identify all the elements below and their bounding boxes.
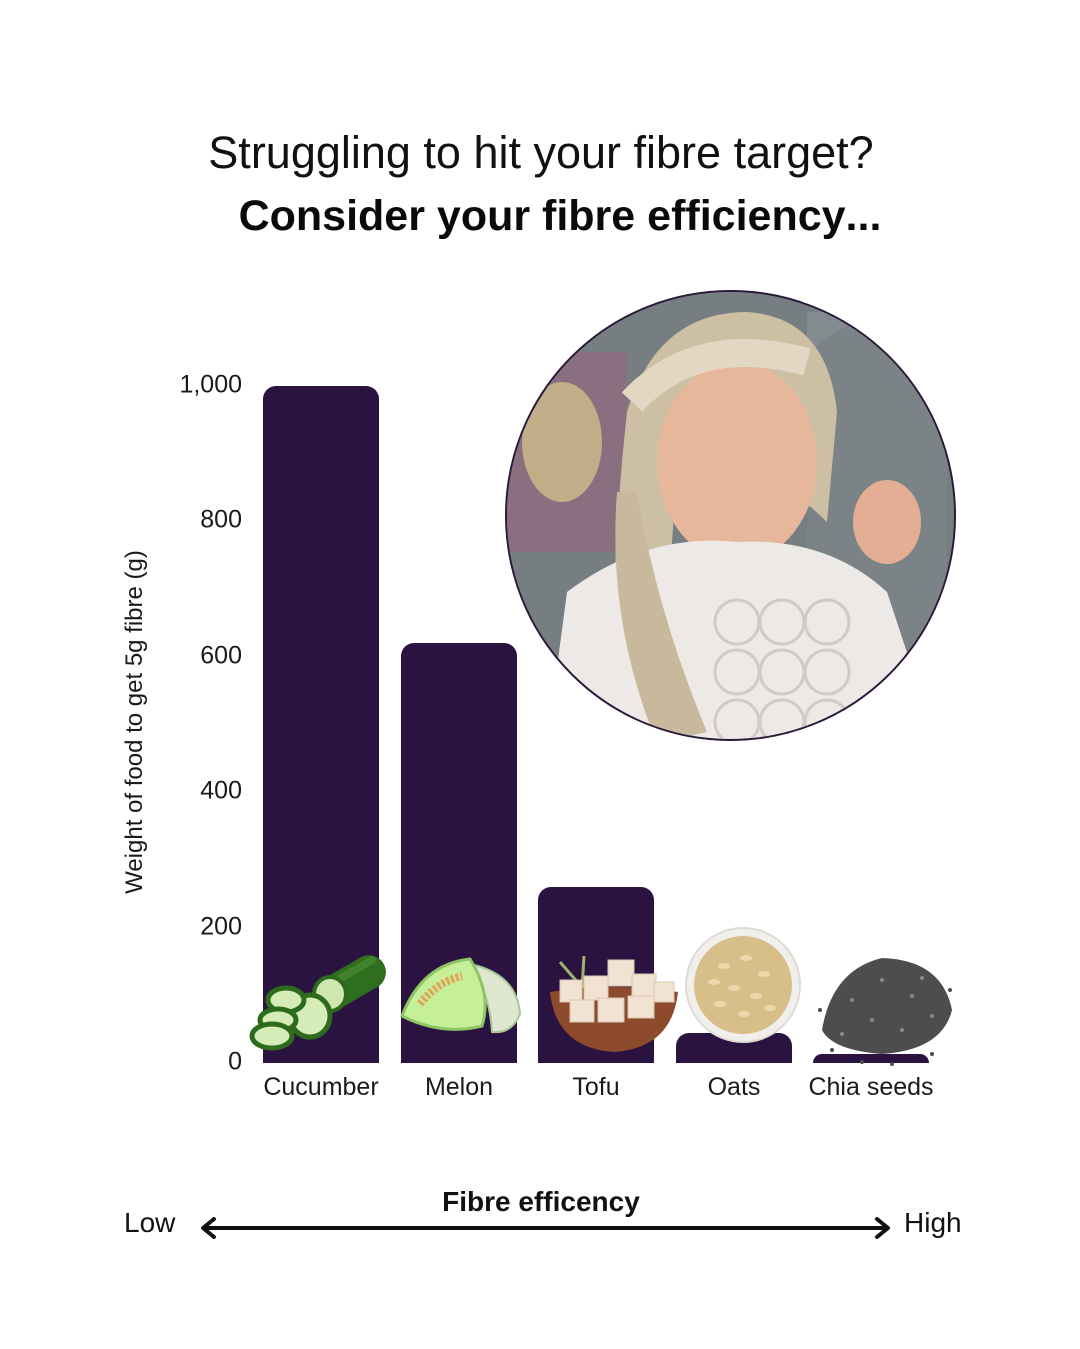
headline-subtitle: Consider your fibre efficiency... [0,192,1080,251]
highlighted-word: efficiency [647,192,850,251]
x-category-label: Melon [424,1073,494,1101]
headline-line2: Consider your fibre efficiency... [238,192,882,251]
y-tick-label: 800 [200,505,242,534]
x-category-label: Oats [707,1073,761,1101]
efficiency-low-label: Low [124,1207,176,1238]
y-tick-label: 200 [200,912,242,941]
bar-cucumber [263,386,379,1063]
person-photo-icon [507,292,954,739]
x-category-label: Tofu [572,1073,620,1101]
efficiency-high-label: High [904,1207,962,1238]
headline-line2-prefix: Consider your fibre [238,192,648,240]
x-category-label: Cucumber [263,1073,379,1101]
double-arrow-icon [201,1217,890,1239]
presenter-photo [505,290,956,741]
chia-seeds-icon [818,958,952,1066]
y-tick-label: 0 [228,1047,242,1076]
bar-chia-seeds [813,1053,929,1063]
y-tick-label: 400 [200,776,242,805]
efficiency-axis-title: Fibre efficency [0,1186,1080,1218]
y-tick-label: 1,000 [179,370,242,399]
y-axis-label: Weight of food to get 5g fibre (g) [121,550,148,894]
cucumber-icon [249,955,386,1051]
y-tick-label: 600 [200,641,242,670]
melon-icon [400,957,522,1034]
headline-line1: Struggling to hit your fibre target? [208,127,874,178]
efficiency-axis-title-text: Fibre efficency [442,1186,640,1217]
oats-bowl-icon [685,927,801,1043]
x-category-label: Chia seeds [808,1073,934,1101]
headline-question: Struggling to hit your fibre target? [0,127,1080,179]
headline-line2-suffix: ... [845,192,882,240]
tofu-bowl-icon [550,955,678,1052]
